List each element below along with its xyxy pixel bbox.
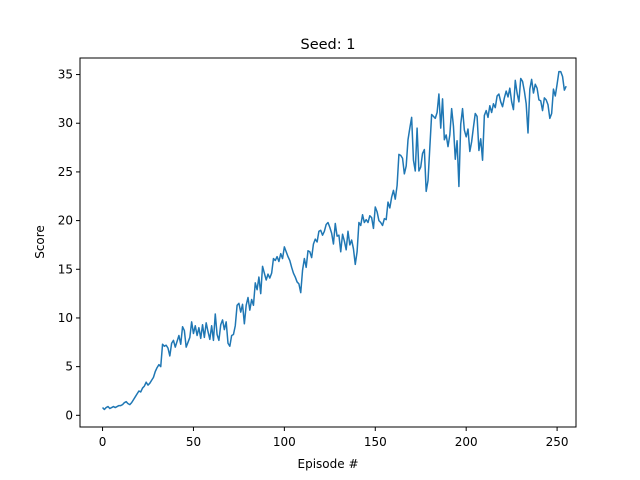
y-tick-label: 20: [58, 214, 73, 228]
y-tick-label: 25: [58, 165, 73, 179]
chart-title: Seed: 1: [301, 37, 356, 53]
y-tick-label: 35: [58, 68, 73, 82]
x-axis-label: Episode #: [298, 457, 359, 471]
x-tick-label: 50: [186, 435, 201, 449]
x-axis-ticks: 0 50 100 150 200 250: [99, 427, 569, 449]
x-tick-label: 250: [546, 435, 569, 449]
y-tick-label: 10: [58, 311, 73, 325]
y-axis-label: Score: [33, 225, 47, 259]
plot-area: [102, 70, 567, 411]
y-axis-ticks: 0 5 10 15 20 25 30 35: [58, 68, 80, 422]
y-tick-label: 5: [65, 360, 73, 374]
y-tick-label: 30: [58, 116, 73, 130]
x-tick-label: 0: [99, 435, 107, 449]
x-tick-label: 200: [455, 435, 478, 449]
axes-frame: [79, 57, 577, 428]
y-tick-label: 15: [58, 262, 73, 276]
y-tick-label: 0: [65, 408, 73, 422]
x-tick-label: 100: [273, 435, 296, 449]
x-tick-label: 150: [364, 435, 387, 449]
series-line-0: [102, 70, 567, 411]
